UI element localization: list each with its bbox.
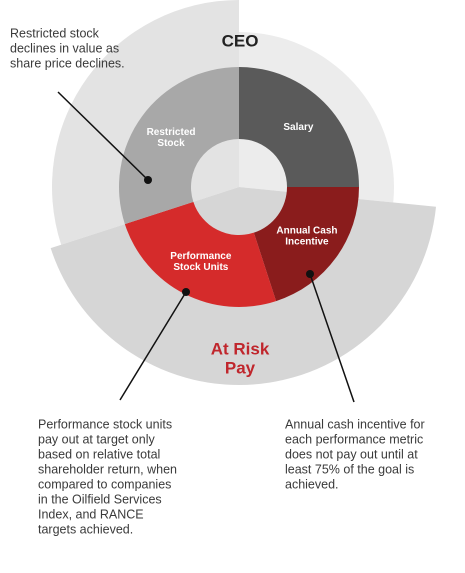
pointer-line xyxy=(309,273,355,403)
donut-segment xyxy=(253,187,359,302)
pointer-line xyxy=(57,91,149,181)
annotation: declines in value as xyxy=(10,41,119,55)
annotation: pay out at target only xyxy=(38,432,155,446)
annotation: does not pay out until at xyxy=(285,447,418,461)
annotation: Restricted stock xyxy=(10,26,100,40)
annotation: each performance metric xyxy=(285,432,423,446)
segment-label: Salary xyxy=(283,122,313,133)
segment-label: Annual Cash xyxy=(276,226,337,237)
donut xyxy=(118,67,359,307)
group-label: Pay xyxy=(225,358,256,377)
pointer-line xyxy=(119,291,187,401)
chart-title: CEO xyxy=(222,31,259,50)
donut-segment xyxy=(239,67,359,187)
annotation: Annual cash incentive for xyxy=(285,417,425,431)
segment-label: Restricted xyxy=(147,127,196,138)
annotation: least 75% of the goal is xyxy=(285,462,414,476)
donut-segment xyxy=(124,201,277,307)
donut-segment xyxy=(118,67,239,225)
pointer-dot xyxy=(182,288,190,296)
group-label: At Risk xyxy=(211,339,270,358)
pointer-dot xyxy=(306,270,314,278)
annotation: achieved. xyxy=(285,477,339,491)
annotation: Performance stock units xyxy=(38,417,172,431)
segment-label: Performance xyxy=(170,251,232,262)
annotation: share price declines. xyxy=(10,56,125,70)
pointer-dot xyxy=(144,176,152,184)
annotation: compared to companies xyxy=(38,477,171,491)
segment-label: Stock Units xyxy=(173,262,228,273)
annotation: shareholder return, when xyxy=(38,462,177,476)
segment-label: Stock xyxy=(157,138,185,149)
segment-label: Incentive xyxy=(285,237,329,248)
annotation: based on relative total xyxy=(38,447,160,461)
annotation: Index, and RANCE xyxy=(38,507,144,521)
annotation: in the Oilfield Services xyxy=(38,492,162,506)
annotation: targets achieved. xyxy=(38,522,133,536)
